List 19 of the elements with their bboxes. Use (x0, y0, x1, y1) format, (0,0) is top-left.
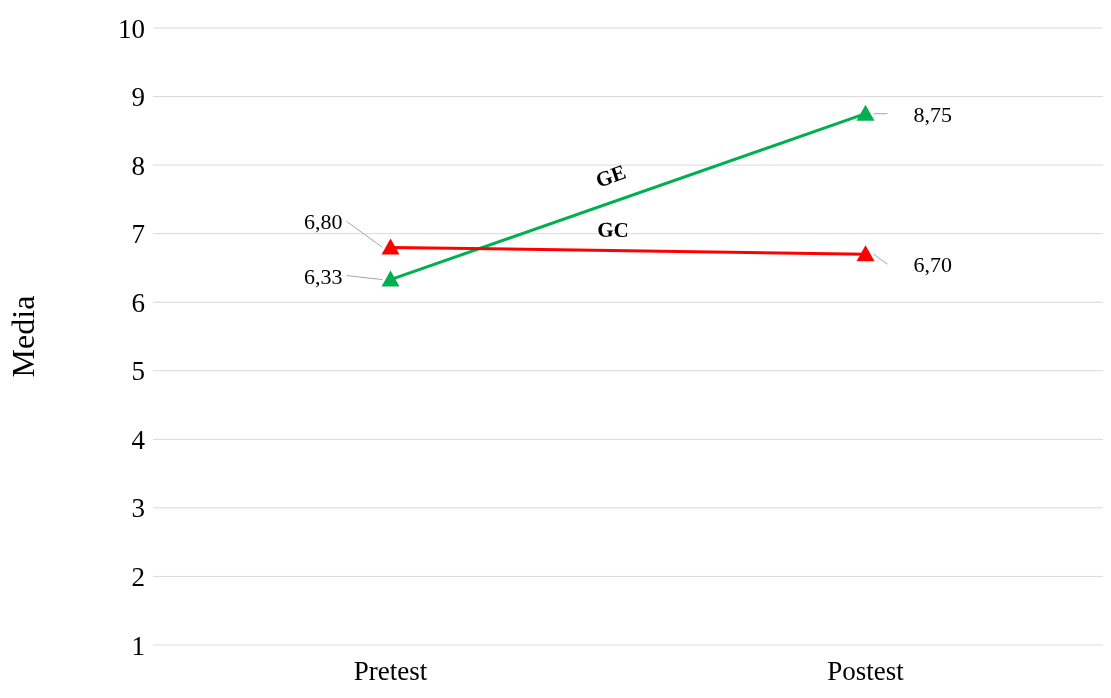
data-label: 6,80 (304, 209, 343, 235)
text: GE (592, 159, 629, 193)
data-label: 6,70 (913, 252, 952, 278)
y-tick-label: 6 (131, 287, 145, 318)
y-tick-label: 10 (118, 13, 145, 44)
y-tick-label: 5 (131, 356, 145, 387)
y-tick-label: 3 (131, 493, 145, 524)
data-label: 8,75 (913, 101, 952, 127)
y-tick-label: 7 (131, 219, 145, 250)
x-tick-label: Postest (827, 656, 905, 687)
y-axis-title: Media (5, 295, 42, 378)
y-tick-label: 9 (131, 82, 145, 113)
series-label: GC (597, 217, 630, 243)
data-label: 6,33 (304, 263, 343, 289)
y-tick-label: 8 (131, 150, 145, 181)
y-tick-label: 1 (131, 630, 145, 661)
y-tick-label: 2 (131, 562, 145, 593)
x-tick-label: Pretest (353, 656, 428, 687)
y-tick-label: 4 (131, 424, 146, 455)
